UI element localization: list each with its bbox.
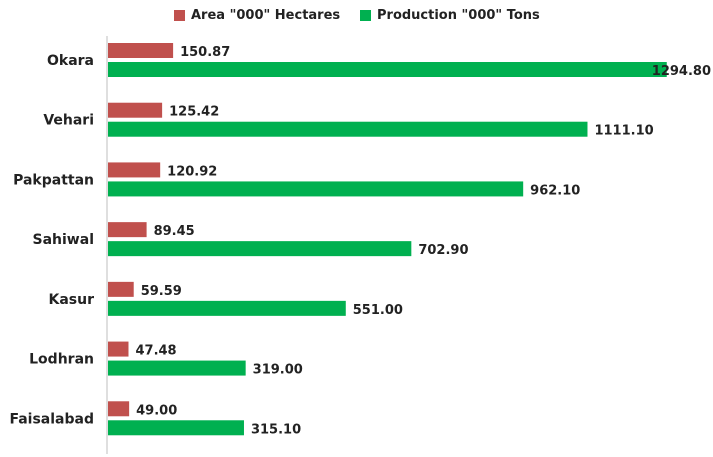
category-label: Okara — [47, 53, 94, 69]
chart-legend: Area "000" Hectares Production "000" Ton… — [0, 4, 713, 26]
legend-item-production: Production "000" Tons — [360, 4, 540, 26]
area-data-label: 49.00 — [136, 403, 177, 418]
legend-swatch-area — [174, 9, 185, 21]
area-bar — [108, 281, 134, 297]
area-bar — [108, 222, 147, 238]
area-data-label: 59.59 — [141, 284, 182, 299]
production-data-label: 962.10 — [530, 183, 580, 198]
area-data-label: 89.45 — [154, 224, 195, 239]
production-data-label: 319.00 — [253, 363, 303, 378]
category-label: Lodhran — [29, 352, 94, 368]
production-bar — [108, 360, 246, 376]
area-data-label: 150.87 — [180, 45, 230, 60]
category-label: Sahiwal — [33, 232, 94, 248]
production-data-label: 551.00 — [353, 303, 403, 318]
area-bar — [108, 162, 161, 178]
area-bar — [108, 43, 174, 58]
category-label: Kasur — [49, 292, 95, 308]
production-bar — [108, 181, 524, 197]
production-bar — [108, 241, 412, 257]
category-label: Faisalabad — [9, 411, 94, 427]
production-data-label: 315.10 — [251, 422, 301, 437]
production-data-label: 702.90 — [418, 243, 468, 258]
legend-label-production: Production "000" Tons — [377, 7, 540, 23]
legend-label-area: Area "000" Hectares — [191, 7, 341, 23]
area-bar — [108, 401, 130, 417]
area-data-label: 125.42 — [169, 105, 219, 120]
category-label: Pakpattan — [13, 172, 94, 188]
area-data-label: 120.92 — [167, 164, 217, 179]
production-bar — [108, 420, 244, 436]
production-data-label: 1294.80 — [652, 64, 711, 79]
production-bar — [108, 300, 346, 316]
production-data-label: 1111.10 — [594, 124, 653, 139]
legend-swatch-production — [360, 9, 371, 21]
area-bar — [108, 102, 163, 118]
production-bar — [108, 62, 667, 77]
category-label: Vehari — [43, 113, 94, 129]
area-bar — [108, 341, 129, 357]
area-data-label: 47.48 — [135, 344, 176, 359]
legend-item-area: Area "000" Hectares — [174, 4, 340, 26]
production-bar — [108, 121, 588, 137]
